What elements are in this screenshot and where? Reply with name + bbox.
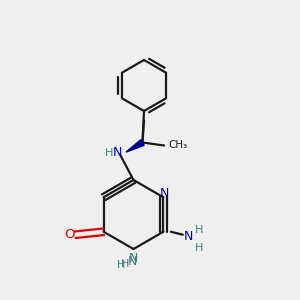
Text: N: N [129, 251, 138, 265]
Text: N: N [127, 255, 137, 268]
Text: CH₃: CH₃ [169, 140, 188, 151]
Text: N: N [184, 230, 194, 243]
Text: H: H [117, 260, 125, 271]
Text: N: N [160, 187, 170, 200]
Text: H: H [195, 225, 204, 235]
Text: H: H [121, 259, 129, 269]
Text: N: N [112, 146, 122, 160]
Polygon shape [126, 140, 144, 152]
Text: O: O [64, 228, 74, 241]
Text: H: H [104, 148, 113, 158]
Text: H: H [195, 243, 204, 253]
